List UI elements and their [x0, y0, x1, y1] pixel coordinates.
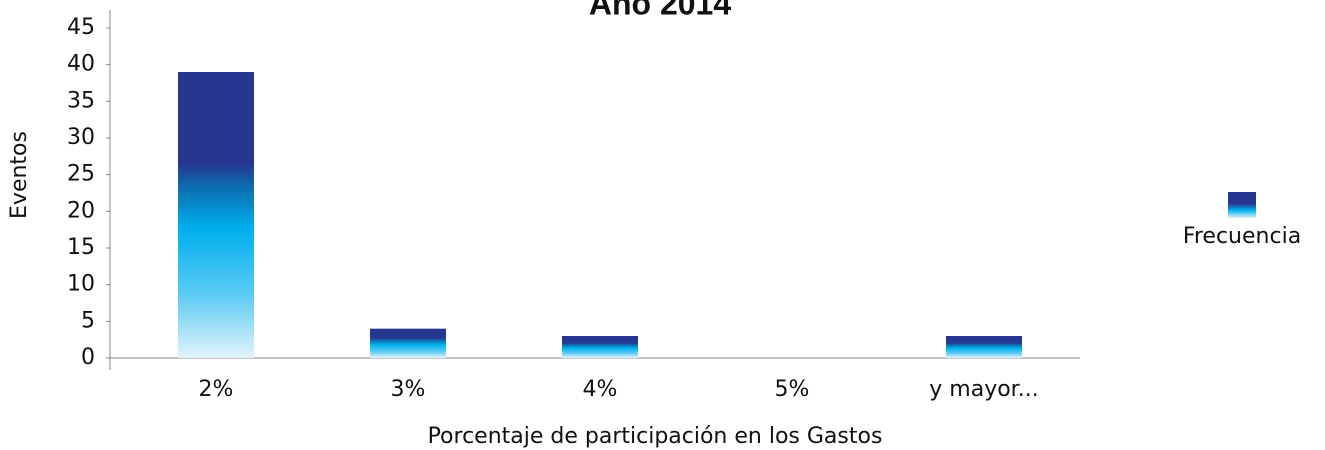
- x-tick-label: 3%: [391, 377, 426, 402]
- y-tick-label: 40: [67, 52, 95, 77]
- y-tick-label: 15: [67, 235, 95, 260]
- legend-label: Frecuencia: [1183, 224, 1301, 249]
- chart-title: Año 2014: [589, 0, 731, 21]
- bar: [178, 72, 254, 358]
- bar: [562, 336, 638, 358]
- bar: [370, 328, 446, 358]
- x-tick-label: y mayor...: [929, 377, 1038, 402]
- bar: [946, 336, 1022, 358]
- y-tick-label: 45: [67, 15, 95, 40]
- x-axis-label: Porcentaje de participación en los Gasto…: [428, 424, 883, 449]
- y-tick-label: 20: [67, 198, 95, 223]
- x-tick-label: 2%: [199, 377, 234, 402]
- y-axis-label: Eventos: [7, 131, 32, 219]
- y-tick-label: 5: [81, 308, 95, 333]
- y-tick-label: 10: [67, 272, 95, 297]
- x-tick-label: 5%: [775, 377, 810, 402]
- legend-swatch: [1228, 192, 1256, 218]
- y-tick-label: 30: [67, 125, 95, 150]
- y-tick-label: 0: [81, 345, 95, 370]
- y-tick-label: 35: [67, 88, 95, 113]
- x-tick-label: 4%: [583, 377, 618, 402]
- y-tick-label: 25: [67, 162, 95, 187]
